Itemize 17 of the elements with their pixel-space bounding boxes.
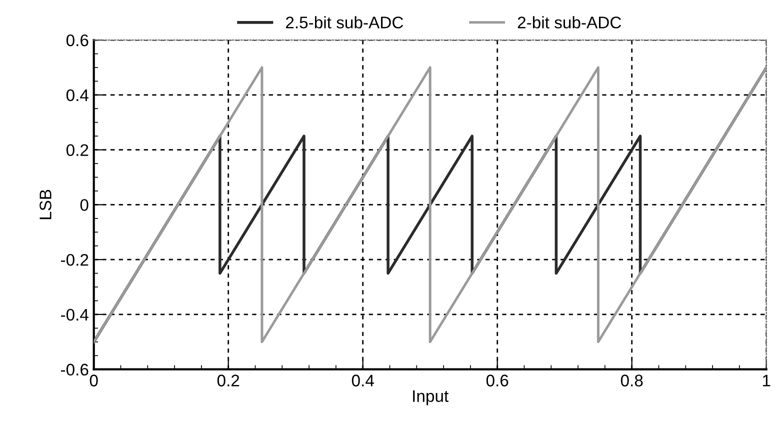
y-tick-label: -0.4	[61, 308, 88, 321]
x-tick-label: 0.8	[620, 374, 643, 386]
y-tick-label: 0.6	[66, 34, 88, 46]
x-tick-label: 1	[762, 374, 770, 386]
legend-label: 2.5-bit sub-ADC	[286, 16, 404, 28]
y-tick-label: -0.6	[61, 364, 88, 376]
y-tick-label: 0.4	[66, 89, 88, 102]
x-tick-label: 0.2	[217, 374, 240, 386]
x-tick-label: 0.4	[352, 374, 374, 386]
x-tick-label: 0.6	[486, 374, 508, 386]
x-axis-title: Input	[413, 390, 449, 406]
legend-label: 2-bit sub-ADC	[518, 16, 622, 28]
y-axis-title: LSB	[40, 190, 52, 220]
y-tick-label: -0.2	[61, 254, 88, 266]
x-tick-label: 0	[90, 374, 98, 386]
y-tick-label: 0.2	[66, 144, 88, 156]
y-tick-label: 0	[80, 199, 88, 211]
